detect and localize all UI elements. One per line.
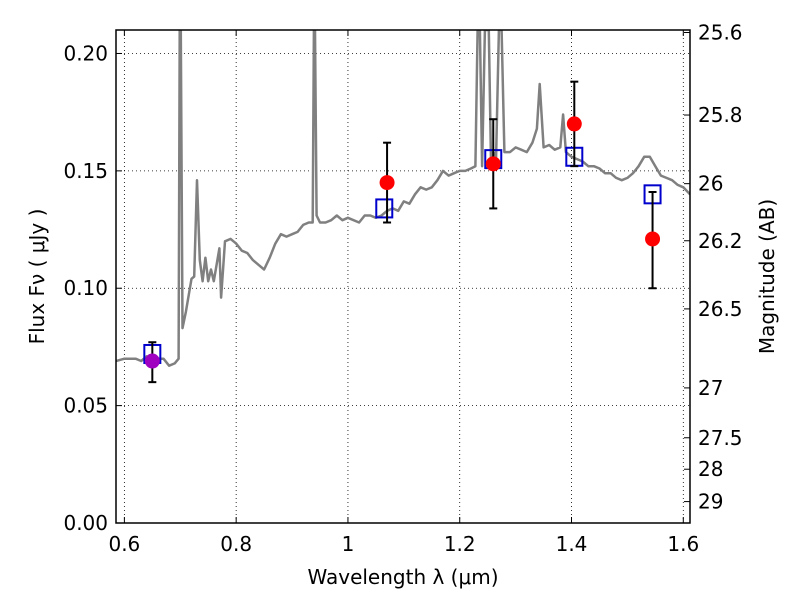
x-tick-label: 1.2: [444, 532, 476, 556]
observed-point: [566, 116, 582, 132]
y2-tick-label: 25.8: [698, 103, 743, 127]
y2-tick-label: 28: [698, 457, 723, 481]
y2-tick-label: 26.5: [698, 297, 743, 321]
observed-points: [144, 116, 661, 369]
x-tick-label: 0.8: [220, 532, 252, 556]
plot-frame: [115, 29, 691, 524]
x-tick-label: 1.6: [667, 532, 699, 556]
y2-tick-label: 27: [698, 376, 723, 400]
y-tick-label: 0.05: [63, 394, 108, 418]
x-tick-label: 0.6: [108, 532, 140, 556]
y-tick-label: 0.20: [63, 41, 108, 65]
y2-tick-label: 27.5: [698, 426, 743, 450]
x-tick-label: 1: [342, 532, 355, 556]
observed-point: [645, 231, 661, 247]
observed-point: [485, 156, 501, 172]
y2-tick-label: 25.6: [698, 21, 743, 45]
observed-point: [379, 175, 395, 191]
model-spectrum: [116, 30, 690, 367]
model-spectrum-line: [116, 30, 690, 367]
y2-tick-label: 29: [698, 490, 723, 514]
x-tick-label: 1.4: [556, 532, 588, 556]
y2-axis-ticks: 25.6 25.8 26 26.2 26.5 27 27.5 28 29: [684, 21, 743, 514]
y2-tick-label: 26.2: [698, 229, 743, 253]
y-tick-label: 0.10: [63, 276, 108, 300]
observed-point: [144, 353, 160, 369]
y-tick-label: 0.15: [63, 159, 108, 183]
y2-axis-title: Magnitude (AB): [755, 199, 779, 354]
x-axis-title: Wavelength λ (μm): [307, 565, 498, 589]
y-tick-label: 0.00: [63, 511, 108, 535]
model-photometry-box: [375, 198, 394, 219]
y-axis-title: Flux Fν ( μJy ): [25, 209, 49, 345]
x-axis-ticks: 0.6 0.8 1 1.2 1.4 1.6: [108, 30, 699, 556]
y2-tick-label: 26: [698, 172, 723, 196]
y-axis-ticks: 0.00 0.05 0.10 0.15 0.20: [63, 41, 122, 535]
model-photometry-boxes: [143, 146, 662, 364]
